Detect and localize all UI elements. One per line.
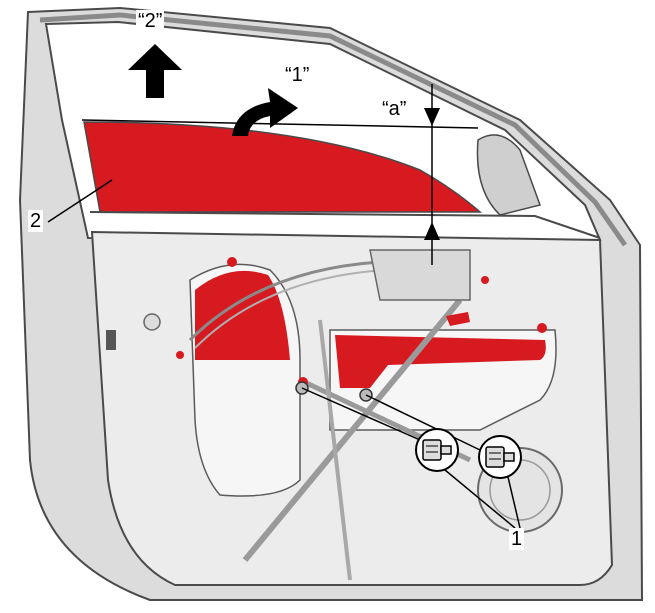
glass-through-opening-right — [335, 335, 546, 388]
window-glass — [83, 121, 482, 213]
callout-2-label: 2 — [28, 210, 44, 232]
dimension-a-marker — [424, 84, 440, 265]
arrow-2-label: “2” — [136, 10, 165, 32]
glass-through-opening-left — [195, 270, 290, 360]
arrow-1-label: “1” — [283, 64, 312, 86]
bolt-icon — [478, 435, 522, 479]
curved-arrow-icon — [232, 88, 298, 136]
bolt-icon — [415, 428, 459, 472]
belt-line — [89, 211, 601, 239]
dimension-a-label: “a” — [380, 98, 409, 120]
callout-1-label: 1 — [509, 528, 525, 550]
up-arrow-icon — [128, 44, 182, 98]
reference-line — [81, 119, 479, 129]
